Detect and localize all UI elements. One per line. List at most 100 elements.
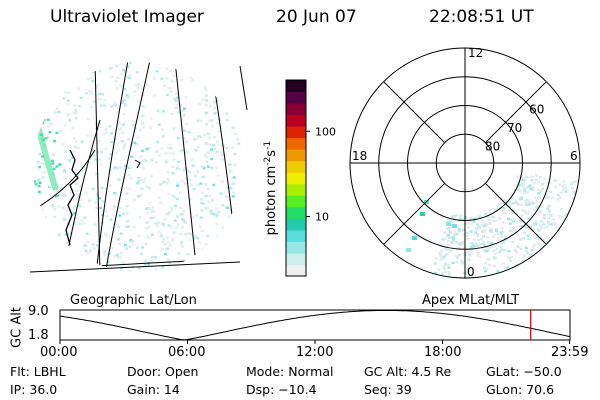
polar-emission-pixel [525, 175, 529, 179]
polar-emission-pixel [485, 249, 489, 253]
polar-emission-pixel [464, 271, 468, 275]
polar-emission-pixel [560, 191, 564, 194]
emission-pixel [220, 241, 224, 245]
emission-pixel [41, 69, 45, 72]
emission-pixel [180, 79, 184, 82]
polar-emission-pixel [571, 190, 575, 193]
polar-emission-pixel [487, 241, 490, 244]
polar-emission-pixel [524, 249, 528, 253]
emission-pixel [228, 208, 232, 211]
polar-emission-pixel [496, 243, 500, 247]
polar-emission-pixel [565, 213, 569, 216]
emission-pixel [106, 234, 110, 237]
emission-pixel [117, 121, 121, 124]
polar-emission-pixel [471, 279, 474, 282]
ip-value: IP: 36.0 [10, 382, 58, 397]
emission-pixel [122, 123, 126, 126]
emission-pixel [103, 99, 107, 102]
polar-emission-pixel [470, 245, 474, 249]
emission-pixel [215, 214, 219, 217]
emission-pixel [185, 150, 189, 154]
polar-emission-pixel [450, 215, 454, 218]
emission-pixel [55, 194, 59, 197]
polar-emission-pixel [492, 249, 496, 253]
polar-emission-pixel [536, 242, 540, 245]
polar-emission-pixel [485, 267, 489, 270]
emission-pixel [206, 76, 210, 80]
emission-pixel [120, 251, 124, 255]
emission-pixel [114, 104, 118, 107]
polar-emission-pixel [530, 215, 534, 218]
emission-pixel [166, 236, 170, 239]
emission-pixel [84, 166, 88, 170]
emission-pixel [142, 167, 145, 170]
geographic-panel [29, 62, 248, 277]
polar-emission-pixel [492, 265, 496, 268]
polar-emission-pixel [563, 184, 567, 187]
emission-pixel [59, 248, 63, 251]
emission-pixel [86, 251, 90, 254]
polar-emission-pixel [455, 256, 459, 259]
emission-pixel [127, 173, 131, 177]
polar-emission-pixel [457, 227, 461, 231]
emission-pixel [225, 112, 229, 115]
polar-emission-pixel [556, 197, 560, 201]
emission-pixel [116, 167, 120, 170]
emission-pixel [47, 274, 50, 277]
emission-pixel [137, 234, 141, 237]
polar-emission-pixel [502, 221, 505, 224]
emission-pixel [122, 68, 126, 72]
polar-emission-pixel [500, 233, 504, 236]
polar-emission-pixel [501, 262, 505, 265]
gain-value: Gain: 14 [127, 382, 180, 397]
emission-pixel [62, 206, 66, 210]
emission-pixel [136, 195, 140, 198]
colorbar-cell [286, 264, 306, 277]
emission-pixel [159, 232, 163, 236]
emission-pixel [234, 125, 238, 129]
mlt-line [383, 182, 446, 245]
emission-pixel [123, 103, 127, 107]
filter-value: Flt: LBHL [10, 364, 66, 379]
emission-pixel [90, 76, 94, 80]
polar-emission-pixel [477, 226, 481, 230]
emission-pixel [241, 232, 243, 236]
emission-pixel [90, 105, 94, 109]
emission-pixel [166, 146, 170, 150]
polar-emission-pixel [465, 222, 469, 225]
emission-pixel [163, 253, 167, 256]
polar-emission-pixel [489, 227, 493, 230]
altitude-curve [59, 310, 571, 341]
emission-pixel [204, 103, 208, 107]
polar-emission-pixel [438, 251, 442, 254]
polar-emission-pixel [564, 190, 568, 193]
emission-pixel [139, 194, 143, 197]
emission-pixel [215, 222, 219, 226]
emission-pixel [204, 194, 208, 198]
emission-pixel [167, 87, 171, 90]
emission-pixel [33, 237, 37, 240]
emission-pixel [183, 140, 187, 144]
emission-pixel [206, 132, 210, 136]
polar-emission-pixel [481, 242, 485, 246]
polar-emission-pixel [507, 217, 511, 220]
emission-pixel [220, 255, 224, 258]
emission-pixel [138, 176, 142, 180]
emission-pixel [199, 135, 203, 139]
polar-emission-pixel [523, 189, 527, 192]
emission-pixel [208, 194, 212, 197]
polar-emission-pixel [442, 265, 446, 269]
emission-pixel [236, 209, 240, 212]
polar-emission-pixel [474, 231, 478, 234]
polar-emission-pixel [503, 199, 507, 202]
emission-pixel [146, 226, 150, 229]
emission-pixel [213, 92, 217, 96]
emission-pixel [109, 184, 113, 187]
emission-pixel [69, 64, 73, 67]
emission-pixel [111, 227, 115, 230]
polar-emission-pixel [431, 274, 435, 277]
polar-emission-pixel [514, 263, 518, 267]
polar-emission-pixel [570, 187, 574, 190]
emission-pixel [117, 178, 121, 181]
emission-pixel [145, 159, 149, 163]
